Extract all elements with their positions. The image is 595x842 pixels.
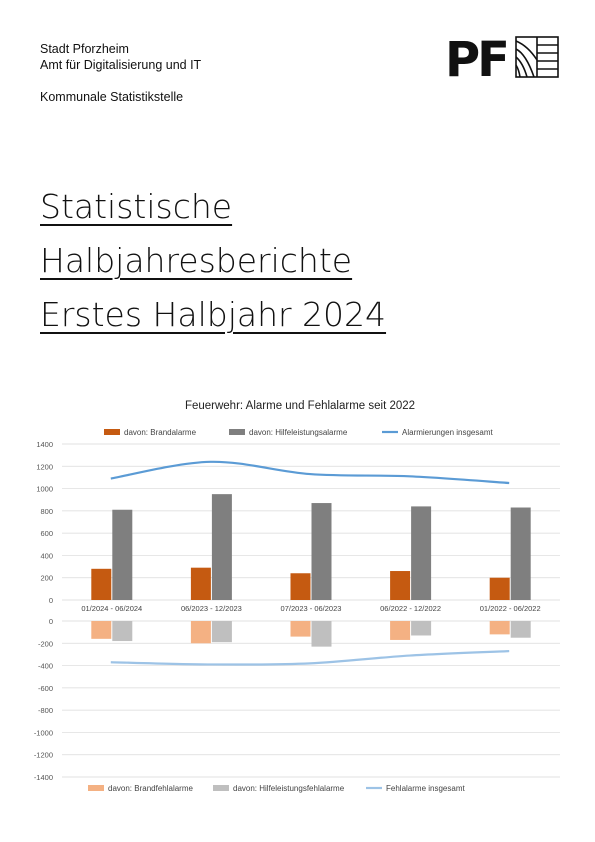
category-label: 06/2022 - 12/2022: [380, 604, 441, 613]
bar: [390, 621, 411, 640]
y-tick-label: 600: [40, 529, 53, 538]
title-line-3: Erstes Halbjahr 2024: [40, 295, 387, 334]
bar: [489, 577, 510, 600]
y-tick-label: 1400: [36, 440, 53, 449]
pf-logo: PF: [446, 36, 559, 78]
series-line: [110, 460, 510, 485]
y-tick-label: 400: [40, 551, 53, 560]
legend-label: davon: Brandalarme: [124, 428, 197, 437]
bar: [489, 621, 510, 635]
category-label: 01/2024 - 06/2024: [81, 604, 142, 613]
logo-text: PF: [446, 36, 507, 78]
y-tick-label: 200: [40, 574, 53, 583]
bar: [211, 494, 232, 600]
y-tick-label: 800: [40, 507, 53, 516]
office-name: Amt für Digitalisierung und IT: [40, 58, 202, 72]
legend-swatch: [213, 785, 229, 791]
y-tick-label: 0: [49, 596, 53, 605]
category-label: 07/2023 - 06/2023: [281, 604, 342, 613]
y-tick-label: -400: [38, 662, 53, 671]
y-tick-label: 1000: [36, 485, 53, 494]
legend-label: davon: Brandfehlalarme: [108, 784, 193, 793]
legend-label: davon: Hilfeleistungsfehlalarme: [233, 784, 345, 793]
bar: [510, 621, 531, 638]
category-label: 01/2022 - 06/2022: [480, 604, 541, 613]
bar: [91, 568, 112, 600]
legend-label: Alarmierungen insgesamt: [402, 428, 493, 437]
y-tick-label: -1400: [34, 773, 53, 782]
series-line: [110, 649, 510, 666]
y-tick-label: -600: [38, 684, 53, 693]
y-tick-label: -1000: [34, 728, 53, 737]
fire-brigade-chart: Feuerwehr: Alarme und Fehlalarme seit 20…: [34, 400, 560, 793]
legend-label: davon: Hilfeleistungsalarme: [249, 428, 348, 437]
legend-label: Fehlalarme insgesamt: [386, 784, 465, 793]
city-name: Stadt Pforzheim: [40, 42, 129, 56]
category-label: 06/2023 - 12/2023: [181, 604, 242, 613]
title-line-1: Statistische: [40, 187, 233, 226]
bar: [290, 621, 311, 637]
bar: [411, 506, 432, 600]
legend-swatch: [88, 785, 104, 791]
y-tick-label: -800: [38, 706, 53, 715]
bar: [311, 621, 332, 647]
bar: [390, 571, 411, 600]
bar: [190, 567, 211, 600]
bar: [211, 621, 232, 643]
bar: [311, 503, 332, 600]
y-tick-label: 0: [49, 617, 53, 626]
y-tick-label: -200: [38, 639, 53, 648]
y-tick-label: -1200: [34, 751, 53, 760]
report-title: Statistische Halbjahresberichte Erstes H…: [40, 180, 386, 342]
bar: [91, 621, 112, 639]
header: Stadt Pforzheim Amt für Digitalisierung …: [40, 41, 201, 105]
title-line-2: Halbjahresberichte: [40, 241, 353, 280]
bar: [290, 573, 311, 600]
bar: [411, 621, 432, 636]
logo-mark-icon: [515, 36, 559, 78]
y-tick-label: 1200: [36, 462, 53, 471]
department-name: Kommunale Statistikstelle: [40, 90, 184, 104]
chart-title: Feuerwehr: Alarme und Fehlalarme seit 20…: [185, 400, 415, 412]
bar: [190, 621, 211, 644]
bar: [112, 509, 133, 600]
legend-swatch: [229, 429, 245, 435]
bar: [510, 507, 531, 600]
legend-swatch: [104, 429, 120, 435]
bar: [112, 621, 133, 642]
